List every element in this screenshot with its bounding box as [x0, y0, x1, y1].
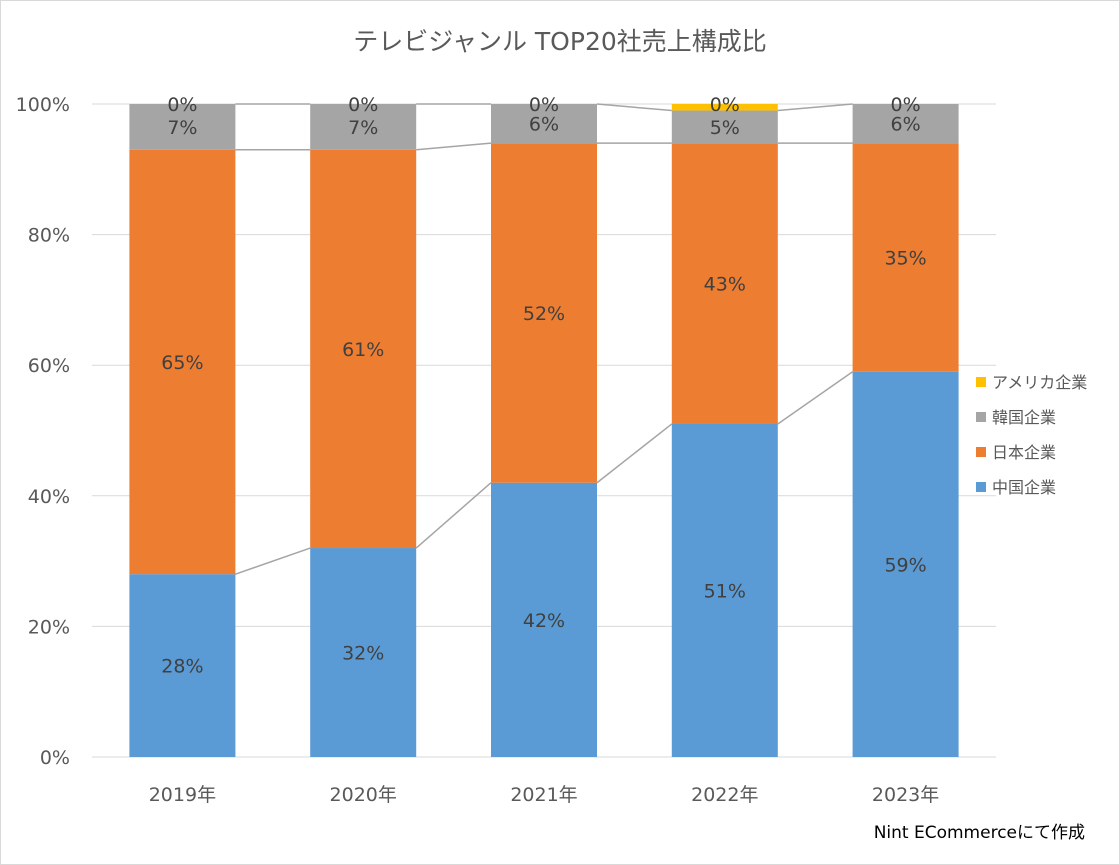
data-label-japan: 65% — [161, 352, 203, 374]
chart-title: テレビジャンル TOP20社売上構成比 — [353, 27, 767, 56]
data-label-japan: 43% — [704, 274, 746, 296]
data-label-china: 42% — [523, 610, 565, 632]
bar-china — [491, 482, 597, 757]
legend-label: アメリカ企業 — [992, 373, 1087, 392]
legend-label: 日本企業 — [992, 443, 1056, 462]
series-line — [777, 103, 853, 112]
data-label-korea: 6% — [529, 114, 559, 136]
series-line — [416, 142, 492, 151]
credit-note: Nint ECommerceにて作成 — [874, 823, 1085, 843]
y-tick-label: 40% — [28, 486, 70, 508]
data-label-korea: 7% — [167, 117, 197, 139]
data-label-korea: 5% — [710, 117, 740, 139]
series-line — [235, 547, 311, 575]
series-line — [777, 371, 854, 425]
x-axis: 2019年 2020年 2021年 2022年 2023年 — [149, 784, 940, 806]
y-axis: 0% 20% 40% 60% 80% 100% — [16, 94, 70, 769]
y-tick-label: 20% — [28, 616, 70, 638]
y-tick-label: 100% — [16, 94, 70, 116]
bar-japan — [852, 143, 959, 372]
bar-japan — [129, 149, 236, 575]
legend-swatch — [976, 377, 986, 387]
data-label-america: 0% — [891, 94, 921, 116]
bar-japan — [491, 143, 597, 483]
legend-swatch — [976, 447, 986, 457]
series-lines — [235, 103, 854, 575]
data-label-korea: 7% — [348, 117, 378, 139]
series-line — [596, 103, 672, 112]
data-label-america: 0% — [348, 94, 378, 116]
data-label-china: 51% — [704, 580, 746, 602]
x-tick-label: 2019年 — [149, 784, 216, 806]
data-labels: 28% 32% 42% 51% 59% 65% 61% 52% 43% 35% 7% 7% 6% 5% 6%… — [161, 94, 926, 678]
y-tick-label: 0% — [40, 747, 70, 769]
x-tick-label: 2020年 — [330, 784, 397, 806]
bar-china — [129, 574, 236, 757]
bar-america — [671, 104, 778, 111]
data-label-japan: 52% — [523, 303, 565, 325]
data-label-america: 0% — [167, 94, 197, 116]
bar-korea — [671, 110, 778, 144]
bar-korea — [129, 104, 236, 150]
bar-korea — [310, 104, 417, 150]
data-label-china: 28% — [161, 656, 203, 678]
bar-japan — [671, 143, 778, 424]
y-tick-label: 80% — [28, 225, 70, 247]
data-label-america: 0% — [710, 94, 740, 116]
legend-label: 中国企業 — [992, 478, 1056, 497]
x-tick-label: 2022年 — [691, 784, 758, 806]
bar-china — [671, 423, 778, 757]
legend-label: 韓国企業 — [992, 408, 1056, 427]
data-label-japan: 61% — [342, 339, 384, 361]
bar-korea — [852, 104, 959, 144]
data-label-america: 0% — [529, 94, 559, 116]
data-label-china: 32% — [342, 643, 384, 665]
legend-swatch — [976, 482, 986, 492]
data-label-china: 59% — [884, 554, 926, 576]
bars — [129, 104, 959, 757]
data-label-korea: 6% — [891, 114, 921, 136]
series-line — [415, 482, 492, 549]
series-line — [596, 423, 673, 484]
data-label-japan: 35% — [884, 247, 926, 269]
bar-japan — [310, 149, 417, 549]
bar-korea — [491, 104, 597, 144]
x-tick-label: 2021年 — [510, 784, 577, 806]
x-tick-label: 2023年 — [872, 784, 939, 806]
bar-china — [852, 371, 959, 757]
y-tick-label: 60% — [28, 355, 70, 377]
bar-china — [310, 548, 417, 757]
legend-swatch — [976, 412, 986, 422]
